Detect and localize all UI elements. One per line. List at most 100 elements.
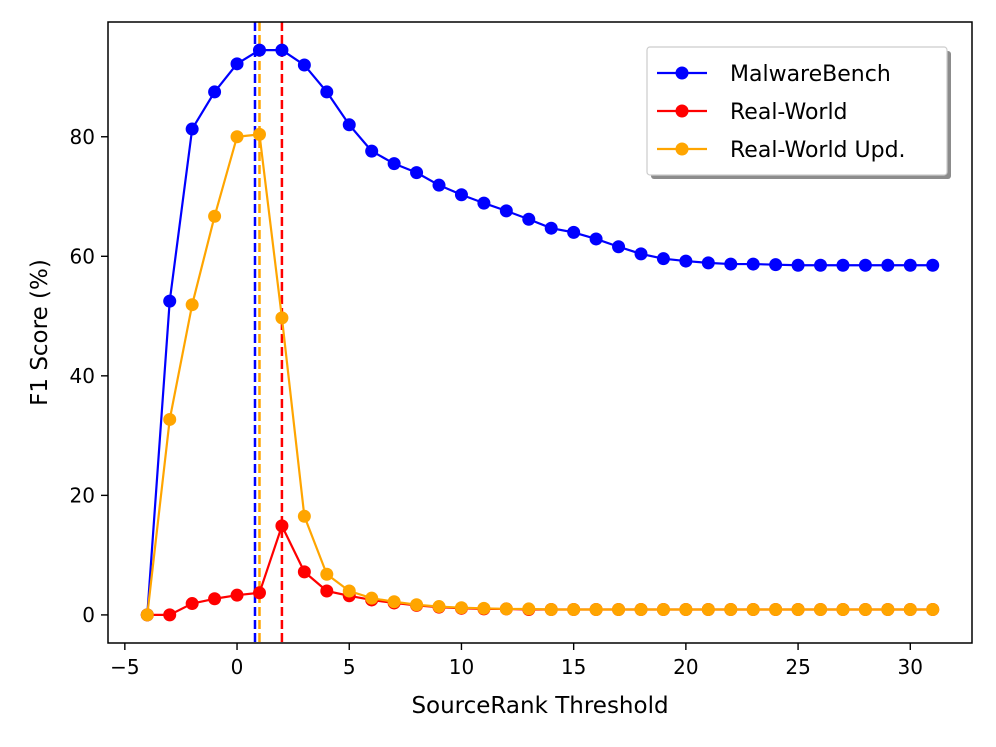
data-point	[163, 608, 177, 622]
data-point	[544, 221, 558, 235]
data-point	[410, 598, 424, 612]
data-point	[791, 258, 805, 272]
legend-item: MalwareBench	[657, 62, 891, 87]
x-tick-label: 30	[898, 655, 923, 679]
series-2	[140, 127, 940, 622]
y-tick-label: 0	[82, 603, 95, 627]
data-point	[814, 258, 828, 272]
data-point	[432, 600, 446, 614]
data-point	[185, 597, 199, 611]
data-point	[746, 257, 760, 271]
x-tick-label: 20	[673, 655, 698, 679]
data-point	[701, 603, 715, 617]
data-point	[522, 602, 536, 616]
data-point	[387, 595, 401, 609]
data-point	[297, 509, 311, 523]
series-0	[140, 43, 940, 622]
data-point	[499, 602, 513, 616]
data-point	[522, 212, 536, 226]
data-point	[185, 298, 199, 312]
data-point	[926, 603, 940, 617]
data-point	[926, 258, 940, 272]
data-point	[656, 252, 670, 266]
data-point	[320, 85, 334, 99]
data-point	[567, 603, 581, 617]
data-point	[275, 43, 289, 57]
legend-label: Real-World Upd.	[730, 138, 906, 163]
vertical-reference-lines	[253, 22, 284, 643]
data-point	[499, 204, 513, 218]
data-point	[320, 584, 334, 598]
x-tick-label: 10	[449, 655, 474, 679]
legend-marker	[675, 142, 689, 156]
legend-item: Real-World Upd.	[657, 138, 906, 163]
x-tick-label: 25	[785, 655, 810, 679]
data-point	[252, 43, 266, 57]
data-point	[679, 254, 693, 268]
data-point	[858, 258, 872, 272]
data-point	[365, 144, 379, 158]
data-point	[230, 588, 244, 602]
data-point	[589, 603, 603, 617]
data-point	[679, 603, 693, 617]
data-point	[724, 257, 738, 271]
legend-marker	[675, 66, 689, 80]
legend: MalwareBench Real-World Real-World Upd.	[646, 46, 951, 179]
data-point	[634, 603, 648, 617]
legend-marker	[675, 104, 689, 118]
data-point	[477, 601, 491, 615]
x-tick-label: 5	[343, 655, 356, 679]
data-point	[881, 603, 895, 617]
data-point	[275, 519, 289, 533]
data-point	[140, 608, 154, 622]
data-point	[836, 258, 850, 272]
plot-frame	[107, 21, 973, 644]
series-line-2	[146, 133, 933, 616]
data-point	[365, 591, 379, 605]
data-point	[656, 603, 670, 617]
x-tick-label: 0	[231, 655, 244, 679]
data-point	[814, 603, 828, 617]
y-tick-label: 80	[70, 125, 95, 149]
data-point	[252, 127, 266, 141]
data-point	[567, 225, 581, 239]
data-point	[297, 565, 311, 579]
data-point	[163, 412, 177, 426]
data-point	[769, 603, 783, 617]
legend-item: Real-World	[657, 100, 848, 125]
data-point	[836, 603, 850, 617]
series-line-1	[147, 524, 933, 617]
data-point	[432, 178, 446, 192]
data-point	[544, 603, 558, 617]
data-point	[612, 603, 626, 617]
y-tick-label: 60	[70, 244, 95, 268]
data-point	[387, 157, 401, 171]
data-point	[252, 586, 266, 600]
legend-box	[646, 46, 948, 176]
y-tick-label: 40	[70, 364, 95, 388]
data-point	[230, 57, 244, 71]
data-point	[634, 247, 648, 261]
data-point	[185, 122, 199, 136]
data-point	[342, 584, 356, 598]
x-axis-ticks: −5 0 5 10 15 20 25 30	[110, 643, 923, 679]
data-point	[769, 258, 783, 272]
y-axis-ticks: 0 20 40 60 80	[70, 125, 108, 627]
data-point	[903, 603, 917, 617]
data-point	[903, 258, 917, 272]
data-point	[297, 58, 311, 72]
data-point	[746, 603, 760, 617]
data-point	[342, 118, 356, 132]
data-point	[208, 592, 222, 606]
data-point	[163, 294, 177, 308]
data-point	[858, 603, 872, 617]
x-tick-label: −5	[110, 655, 139, 679]
data-point	[320, 567, 334, 581]
data-point	[881, 258, 895, 272]
y-axis-label: F1 Score (%)	[27, 259, 53, 406]
y-tick-label: 20	[70, 483, 95, 507]
data-point	[724, 603, 738, 617]
data-point	[230, 130, 244, 144]
x-tick-label: 15	[561, 655, 586, 679]
